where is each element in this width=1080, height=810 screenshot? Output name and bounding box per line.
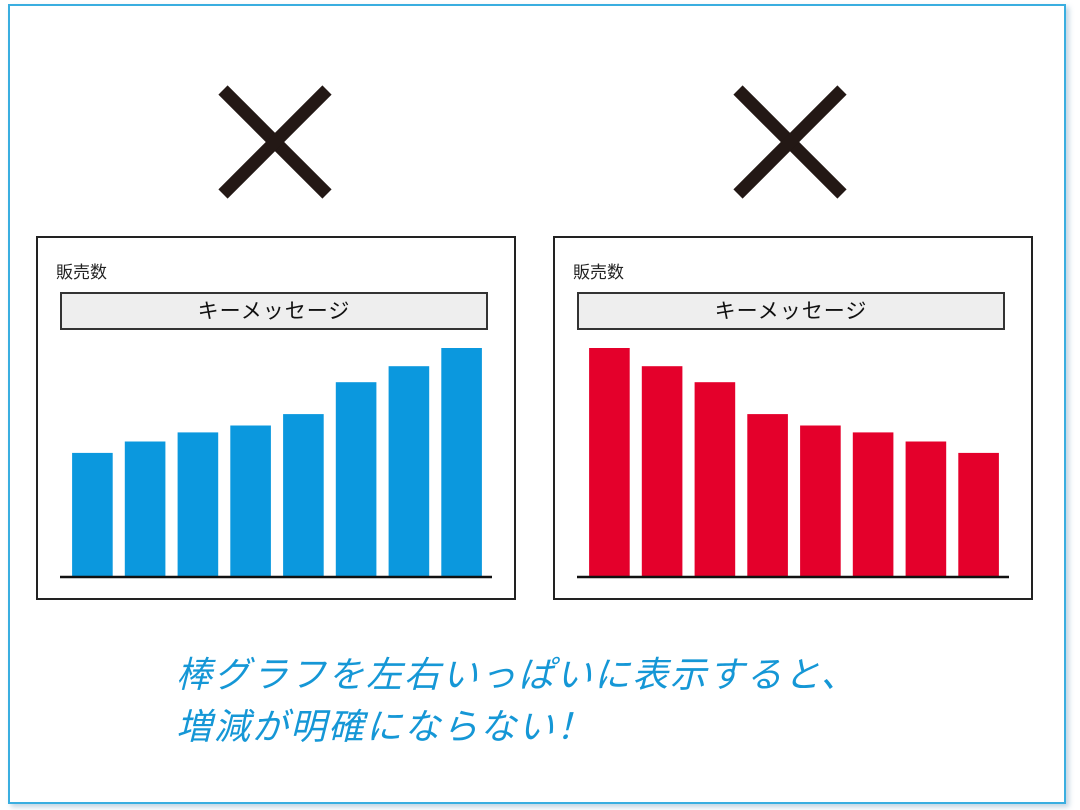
caption-line-2: 増減が明確にならない！ [176, 707, 595, 748]
y-axis-label: 販売数 [573, 263, 624, 283]
bar-8 [441, 348, 482, 576]
bar-4 [230, 425, 271, 576]
bar-chart-right [577, 348, 1009, 579]
bar-7 [905, 441, 947, 576]
y-axis-label: 販売数 [56, 263, 107, 283]
bar-6 [335, 382, 377, 576]
bar-1 [589, 348, 630, 576]
bar-6 [852, 432, 894, 576]
bar-1 [72, 452, 113, 576]
key-message-box: キーメッセージ [577, 292, 1005, 330]
bar-7 [388, 366, 430, 576]
bar-chart-left [60, 348, 492, 579]
bar-3 [177, 432, 219, 576]
cross-mark-icon-right [733, 85, 847, 199]
bar-8 [958, 452, 999, 576]
bar-4 [747, 414, 788, 576]
key-message-box: キーメッセージ [60, 292, 488, 330]
chart-panel-left: 販売数 キーメッセージ [36, 236, 516, 600]
bar-5 [800, 425, 841, 576]
bar-2 [641, 366, 683, 576]
bar-2 [124, 441, 166, 576]
bar-3 [694, 382, 736, 576]
bar-5 [283, 414, 324, 576]
chart-panel-right: 販売数 キーメッセージ [553, 236, 1033, 600]
caption-line-1: 棒グラフを左右いっぱいに表示すると、 [176, 655, 859, 696]
cross-mark-icon-left [218, 85, 332, 199]
